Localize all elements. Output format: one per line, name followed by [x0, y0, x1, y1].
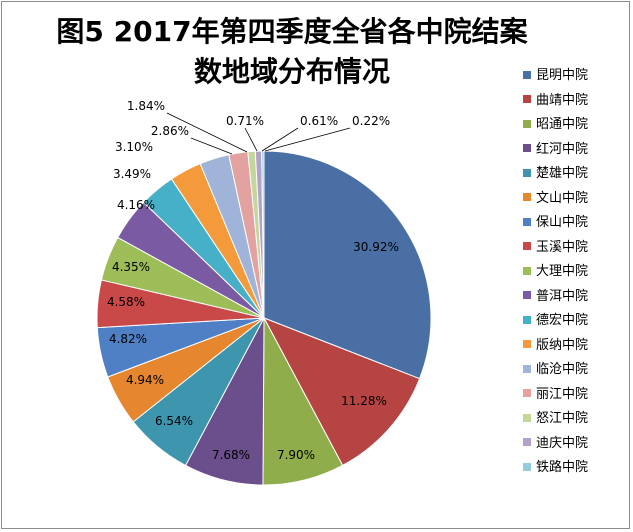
chart-title: 图5 2017年第四季度全省各中院结案 数地域分布情况	[32, 12, 552, 92]
data-label-2: 11.28%	[341, 394, 387, 408]
legend-label: 玉溪中院	[536, 239, 589, 255]
legend-swatch	[523, 364, 531, 373]
data-label-9: 4.35%	[112, 260, 150, 274]
legend-label: 昆明中院	[536, 68, 589, 83]
legend-label: 昭通中院	[536, 117, 589, 132]
leader-line-13	[190, 137, 233, 155]
legend-label: 曲靖中院	[536, 92, 589, 108]
legend-swatch	[523, 291, 531, 299]
legend-swatch	[523, 438, 531, 446]
pie-slice-1	[263, 150, 432, 380]
data-label-10: 4.16%	[117, 198, 155, 212]
legend-swatch	[523, 193, 531, 201]
legend-label: 德宏中院	[536, 313, 589, 328]
data-label-6: 4.94%	[126, 373, 164, 387]
legend-label: 怒江中院	[536, 411, 589, 426]
legend-item: 玉溪中院	[523, 236, 623, 261]
legend-item: 迪庆中院	[523, 432, 623, 457]
legend-item: 文山中院	[523, 187, 623, 212]
chart-title-line2: 数地域分布情况	[193, 55, 390, 88]
chart-legend: 昆明中院曲靖中院昭通中院红河中院楚雄中院文山中院保山中院玉溪中院大理中院普洱中院…	[523, 64, 623, 481]
legend-item: 昭通中院	[523, 113, 623, 138]
legend-label: 红河中院	[536, 141, 589, 157]
data-label-17: 0.22%	[352, 114, 390, 128]
legend-label: 铁路中院	[536, 460, 589, 475]
leader-line-14	[166, 112, 248, 153]
pie-slice-2	[262, 317, 421, 467]
legend-swatch	[523, 340, 531, 348]
legend-label: 大理中院	[536, 264, 589, 279]
legend-item: 保山中院	[523, 211, 623, 236]
legend-item: 曲靖中院	[523, 89, 623, 114]
data-label-4: 7.68%	[212, 448, 250, 462]
legend-item: 铁路中院	[523, 456, 623, 481]
legend-item: 普洱中院	[523, 285, 623, 310]
leader-line-15	[244, 127, 258, 152]
data-label-5: 6.54%	[155, 414, 193, 428]
chart-title-line1: 图5 2017年第四季度全省各中院结案	[56, 15, 528, 48]
legend-item: 楚雄中院	[523, 162, 623, 187]
legend-item: 大理中院	[523, 260, 623, 285]
data-label-13: 2.86%	[151, 124, 189, 138]
data-label-1: 30.92%	[353, 240, 399, 254]
legend-item: 丽江中院	[523, 383, 623, 408]
legend-swatch	[523, 70, 531, 79]
legend-label: 版纳中院	[536, 337, 589, 353]
legend-item: 临沧中院	[523, 358, 623, 383]
legend-label: 普洱中院	[536, 288, 589, 304]
data-label-15: 0.71%	[226, 114, 264, 128]
legend-label: 保山中院	[536, 215, 589, 230]
legend-label: 迪庆中院	[536, 435, 589, 451]
legend-swatch	[523, 95, 531, 103]
legend-swatch	[523, 217, 531, 226]
legend-swatch	[523, 315, 531, 324]
legend-item: 怒江中院	[523, 407, 623, 432]
data-label-11: 3.49%	[113, 167, 151, 181]
legend-swatch	[523, 119, 531, 128]
legend-swatch	[523, 242, 531, 250]
data-label-14: 1.84%	[127, 99, 165, 113]
legend-swatch	[523, 413, 531, 422]
data-label-16: 0.61%	[300, 114, 338, 128]
leader-line-17	[264, 127, 351, 152]
legend-swatch	[523, 462, 531, 471]
legend-label: 楚雄中院	[536, 166, 589, 181]
legend-label: 丽江中院	[536, 386, 589, 402]
legend-swatch	[523, 144, 531, 152]
legend-swatch	[523, 266, 531, 275]
data-label-8: 4.58%	[107, 295, 145, 309]
legend-label: 临沧中院	[536, 362, 589, 377]
data-label-12: 3.10%	[115, 140, 153, 154]
leader-line-16	[261, 127, 299, 152]
data-label-3: 7.90%	[277, 448, 315, 462]
legend-item: 版纳中院	[523, 334, 623, 359]
legend-swatch	[523, 168, 531, 177]
pie-slice-17	[261, 150, 265, 319]
data-label-7: 4.82%	[109, 332, 147, 346]
legend-item: 昆明中院	[523, 64, 623, 89]
legend-item: 德宏中院	[523, 309, 623, 334]
legend-label: 文山中院	[536, 190, 589, 206]
legend-swatch	[523, 389, 531, 397]
legend-item: 红河中院	[523, 138, 623, 163]
